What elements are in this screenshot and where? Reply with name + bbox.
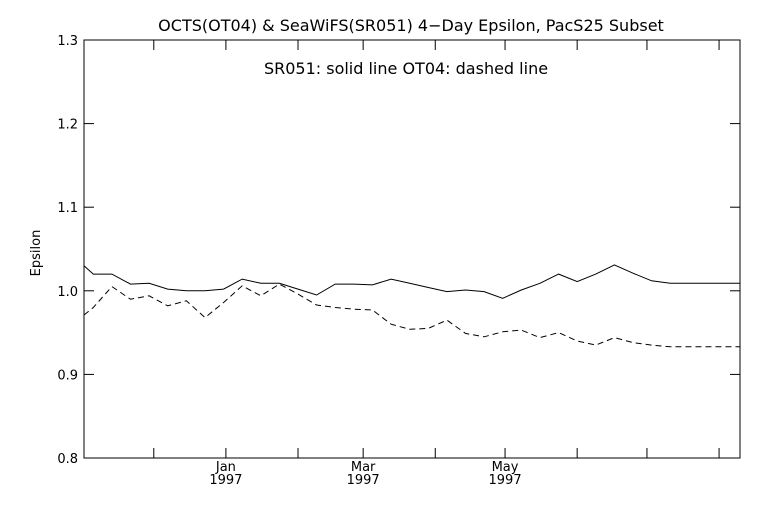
series-annotation: SR051: solid line OT04: dashed line bbox=[264, 59, 548, 78]
x-tick-label: Jan bbox=[215, 460, 236, 475]
series-lines bbox=[83, 264, 740, 348]
y-tick-label: 0.9 bbox=[57, 368, 78, 383]
y-axis-label: Epsilon bbox=[29, 230, 44, 277]
y-tick-label: 1.2 bbox=[57, 118, 78, 133]
y-tick-label: 1.0 bbox=[57, 285, 78, 300]
x-tick-year-label: 1997 bbox=[489, 473, 522, 488]
y-tick-label: 1.3 bbox=[57, 34, 78, 49]
y-tick-label: 1.1 bbox=[57, 201, 78, 216]
y-axis: 0.8 0.9 1.0 1.1 1.2 1.3 bbox=[57, 34, 740, 467]
plot-frame bbox=[83, 39, 741, 459]
x-tick-year-label: 1997 bbox=[347, 473, 380, 488]
x-tick-label: May bbox=[492, 460, 519, 475]
x-tick-year-label: 1997 bbox=[209, 473, 242, 488]
series-line-ot04 bbox=[83, 283, 740, 348]
chart-title: OCTS(OT04) & SeaWiFS(SR051) 4−Day Epsilo… bbox=[158, 16, 664, 35]
y-tick-label: 0.8 bbox=[57, 452, 78, 467]
x-tick-label: Mar bbox=[351, 460, 376, 475]
series-line-sr051 bbox=[83, 264, 740, 299]
